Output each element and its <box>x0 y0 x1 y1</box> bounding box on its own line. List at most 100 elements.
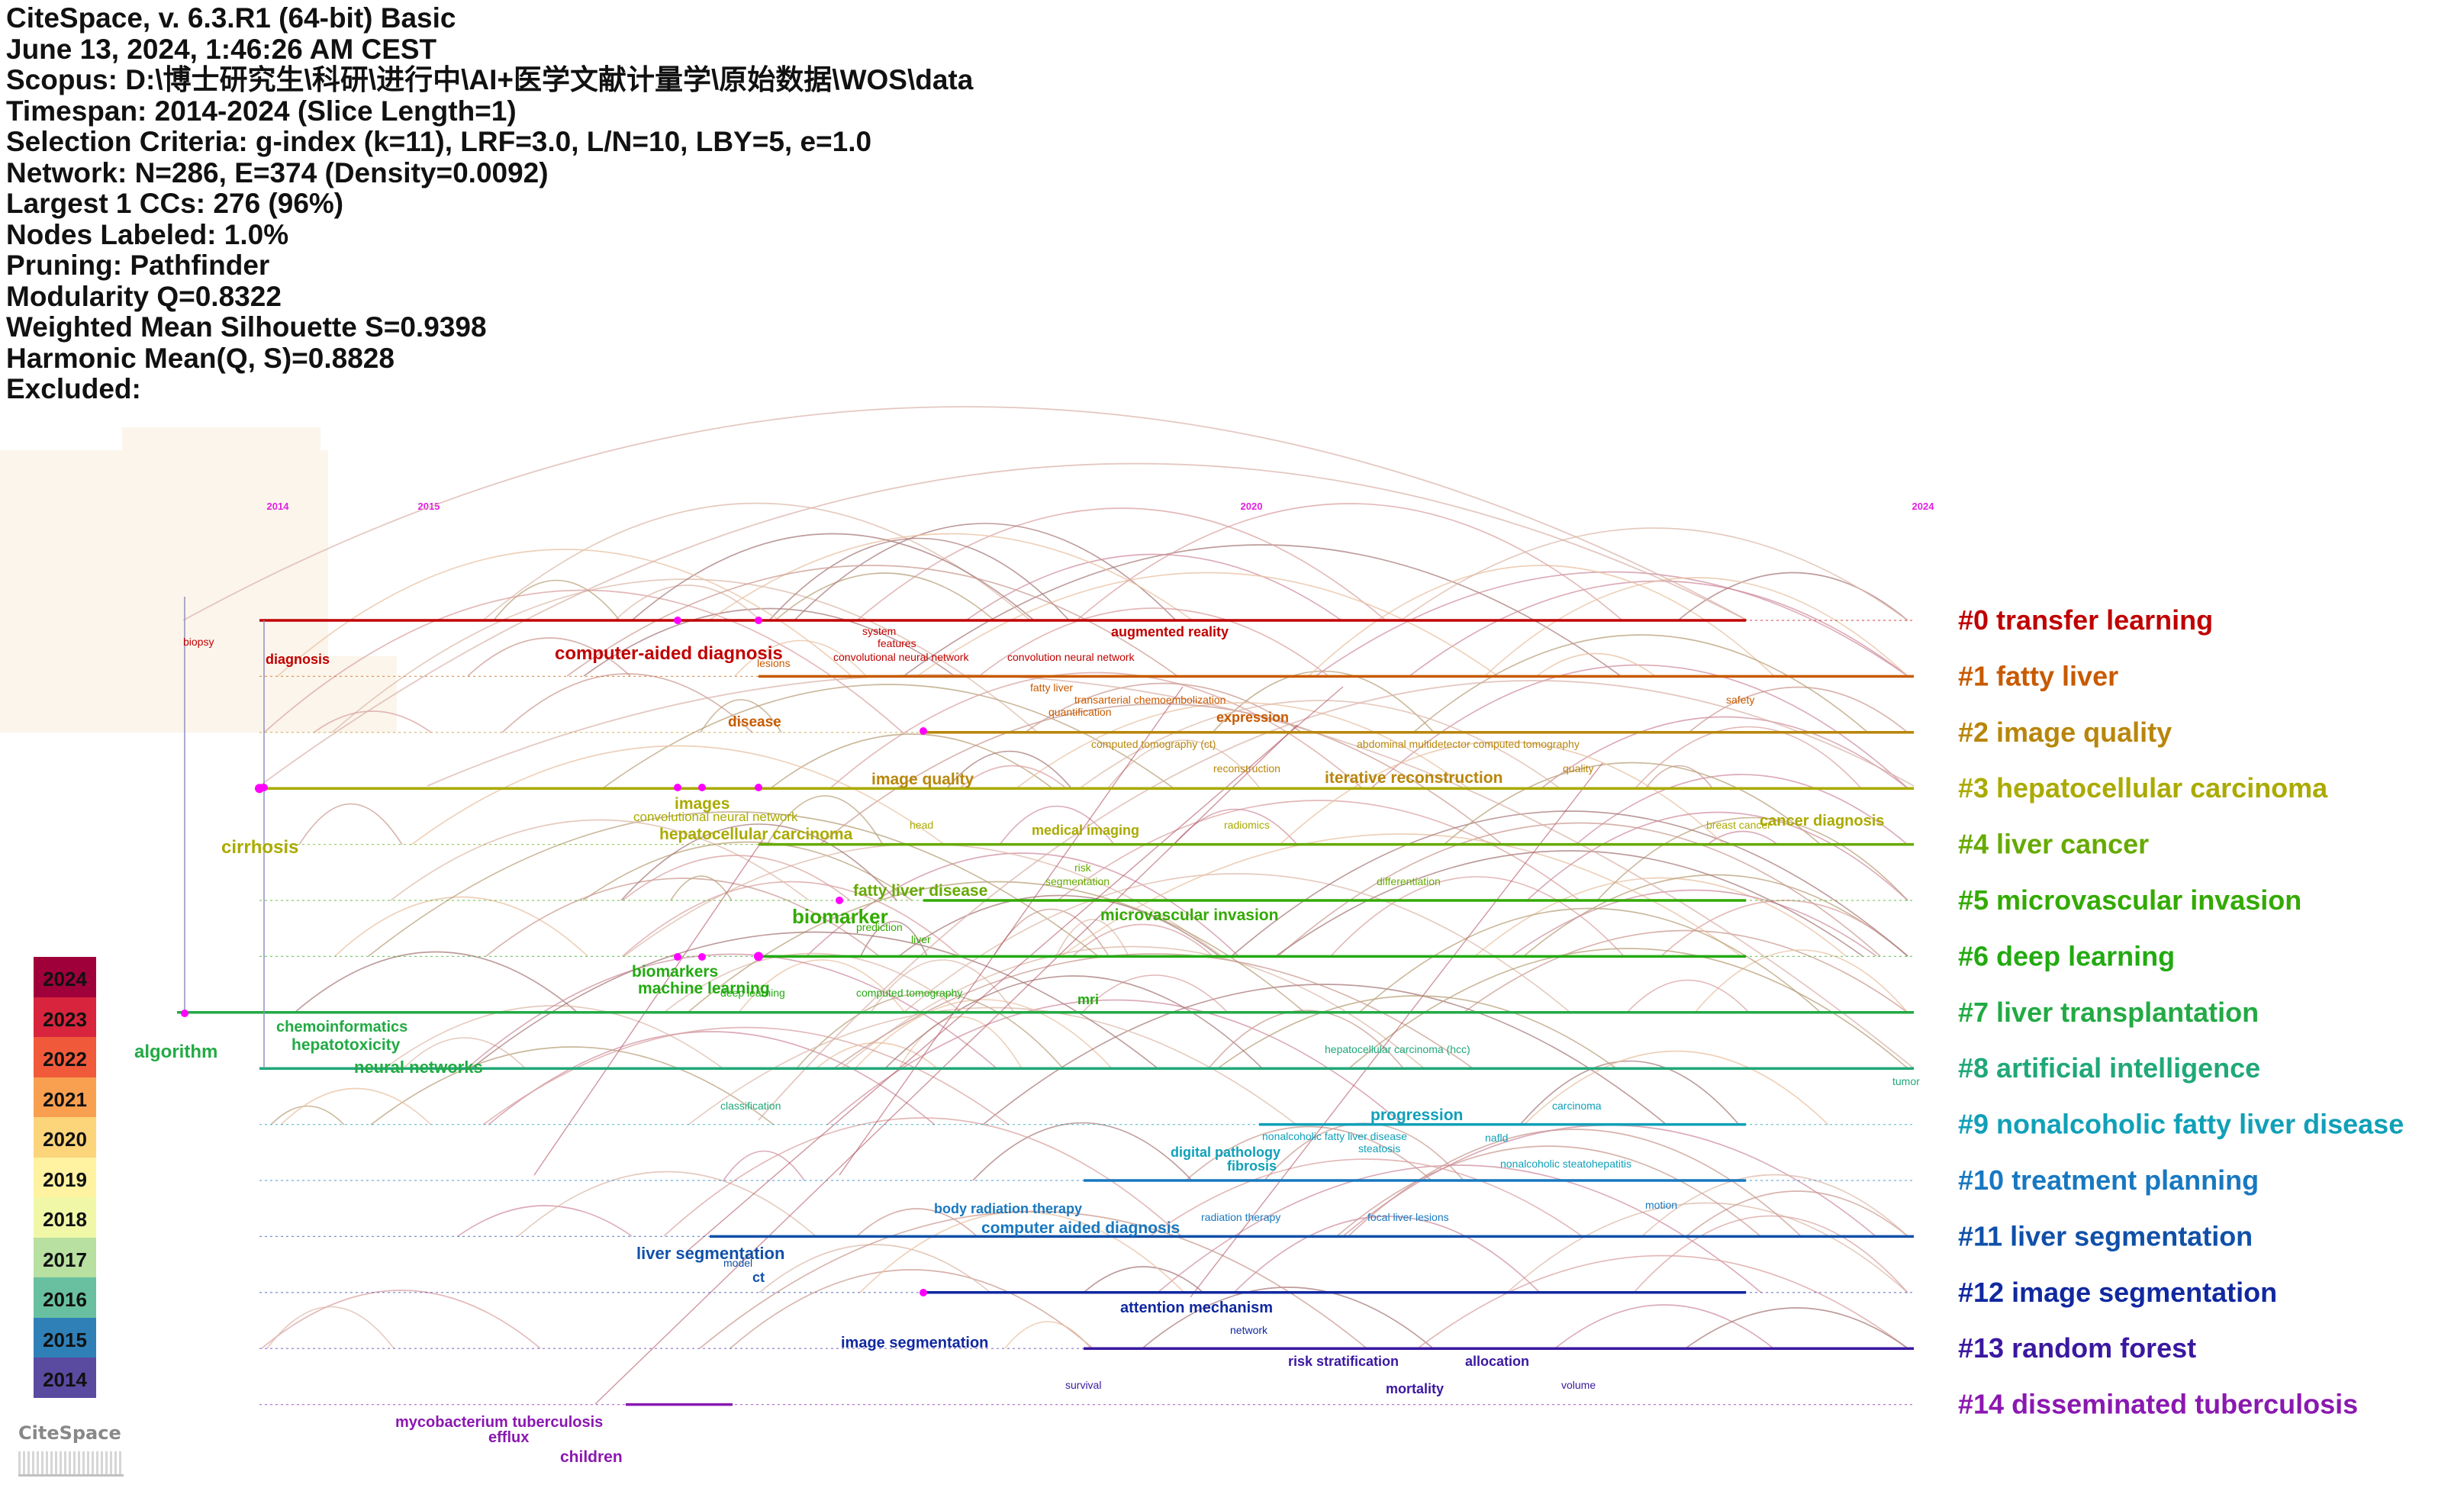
link-arc <box>1083 1266 1204 1293</box>
cluster-label: #7 liver transplantation <box>1958 997 2259 1028</box>
keyword-label: nonalcoholic fatty liver disease <box>1262 1130 1407 1142</box>
link-arc <box>734 639 867 677</box>
keyword-label: cancer diagnosis <box>1760 813 1884 829</box>
link-arc <box>457 1205 633 1237</box>
link-arc <box>1149 1158 1583 1237</box>
link-arc <box>1474 877 1847 957</box>
year-tick: 2024 <box>1912 501 1935 512</box>
keyword-label: expression <box>1216 710 1289 725</box>
link-arc <box>670 875 733 901</box>
year-axis: 2014 2015 2020 2024 <box>267 501 1935 512</box>
link-arc <box>280 1087 432 1126</box>
link-arc <box>1660 900 1908 957</box>
keyword-label: attention mechanism <box>1120 1299 1273 1316</box>
legend-swatch: 2018 <box>34 1197 96 1238</box>
link-arc <box>796 992 1064 1069</box>
link-arc <box>816 1042 938 1069</box>
year-tick: 2014 <box>267 501 290 512</box>
link-arc <box>841 945 1425 1069</box>
info-line: Pruning: Pathfinder <box>6 250 270 281</box>
link-arc <box>493 579 620 621</box>
link-arc <box>1635 726 1862 789</box>
keyword-node <box>755 784 762 791</box>
link-arc <box>982 984 1667 1126</box>
keyword-label: tumor <box>1892 1075 1920 1087</box>
link-arc <box>294 951 578 1013</box>
keyword-label: allocation <box>1465 1354 1529 1369</box>
keyword-label: classification <box>720 1100 781 1112</box>
keyword-label: differentiation <box>1377 875 1441 887</box>
keyword-label: radiation therapy <box>1201 1211 1280 1223</box>
keyword-label: convolutional neural network <box>833 651 969 663</box>
link-arc <box>903 544 1622 677</box>
keyword-label: network <box>1230 1324 1268 1336</box>
link-arc <box>259 462 1748 787</box>
link-arc <box>1233 1216 1541 1293</box>
keyword-label: microvascular invasion <box>1100 907 1278 924</box>
link-arc <box>266 1306 395 1349</box>
link-arc <box>999 805 1115 845</box>
link-arc <box>708 533 1193 621</box>
link-arc <box>368 811 1099 957</box>
link-arc <box>806 852 1239 957</box>
link-arc <box>1575 774 1908 845</box>
cluster-label: #1 fatty liver <box>1958 660 2118 691</box>
link-arc <box>965 553 1342 621</box>
link-arc <box>1417 1254 1908 1349</box>
keyword-label: steatosis <box>1358 1142 1400 1155</box>
keyword-label: image segmentation <box>841 1335 988 1351</box>
legend-swatch: 2019 <box>34 1157 96 1197</box>
link-arc <box>1157 1164 1762 1293</box>
link-arc <box>898 1016 1023 1069</box>
link-arc <box>1277 822 1881 957</box>
cluster-label: #3 hepatocellular carcinoma <box>1958 772 2328 804</box>
keyword-label: fibrosis <box>1227 1158 1277 1174</box>
keyword-label: mri <box>1077 992 1099 1007</box>
link-arc <box>775 572 995 621</box>
link-arc <box>411 745 945 845</box>
year-color-legend: 2024 2023 2022 2021 2020 2019 2018 2017 2016 2015… <box>34 957 96 1398</box>
keyword-label: risk stratification <box>1288 1354 1399 1369</box>
link-arc <box>687 881 1306 1013</box>
keyword-nodes <box>181 617 927 1296</box>
link-arc <box>770 733 1053 789</box>
keyword-node <box>698 784 706 791</box>
link-arc <box>1506 1202 1908 1293</box>
link-arc <box>759 1244 991 1293</box>
keyword-node <box>674 617 681 624</box>
link-arc <box>1706 830 1779 845</box>
keyword-label: computer aided diagnosis <box>981 1219 1180 1237</box>
link-arc <box>1554 1304 1774 1349</box>
link-arc <box>620 823 897 901</box>
link-arc <box>768 537 1070 621</box>
cluster-label: #13 random forest <box>1958 1332 2196 1364</box>
link-arc <box>1004 1321 1091 1349</box>
legend-swatch: 2022 <box>34 1037 96 1077</box>
link-line <box>1190 762 1603 1298</box>
keyword-label: quality <box>1563 762 1593 775</box>
link-arc <box>856 507 1387 621</box>
link-arc <box>898 894 1220 957</box>
link-arc <box>1358 907 1821 1013</box>
link-arc <box>1596 816 1908 901</box>
link-arc <box>1081 974 1229 1013</box>
legend-year: 2019 <box>43 1167 87 1191</box>
legend-year: 2023 <box>43 1007 87 1031</box>
link-arc <box>1633 1215 1908 1293</box>
link-arc <box>1641 1174 1908 1237</box>
keyword-label: segmentation <box>1045 875 1110 887</box>
link-arc <box>1541 716 1908 789</box>
link-arc <box>978 607 1329 677</box>
link-arc <box>1055 919 1129 957</box>
keyword-label: augmented reality <box>1111 624 1229 639</box>
link-arc <box>1057 800 1580 901</box>
link-arcs <box>182 406 1915 1405</box>
legend-swatch: 2017 <box>34 1237 96 1277</box>
keyword-label: efflux <box>488 1429 529 1446</box>
link-arc <box>884 975 1263 1069</box>
link-arc <box>700 699 782 733</box>
link-arc <box>699 1210 1367 1349</box>
link-arc <box>1686 1190 1908 1237</box>
info-line: Scopus: D:\博士研究生\科研\进行中\AI+医学文献计量学\原始数据\… <box>6 64 974 95</box>
